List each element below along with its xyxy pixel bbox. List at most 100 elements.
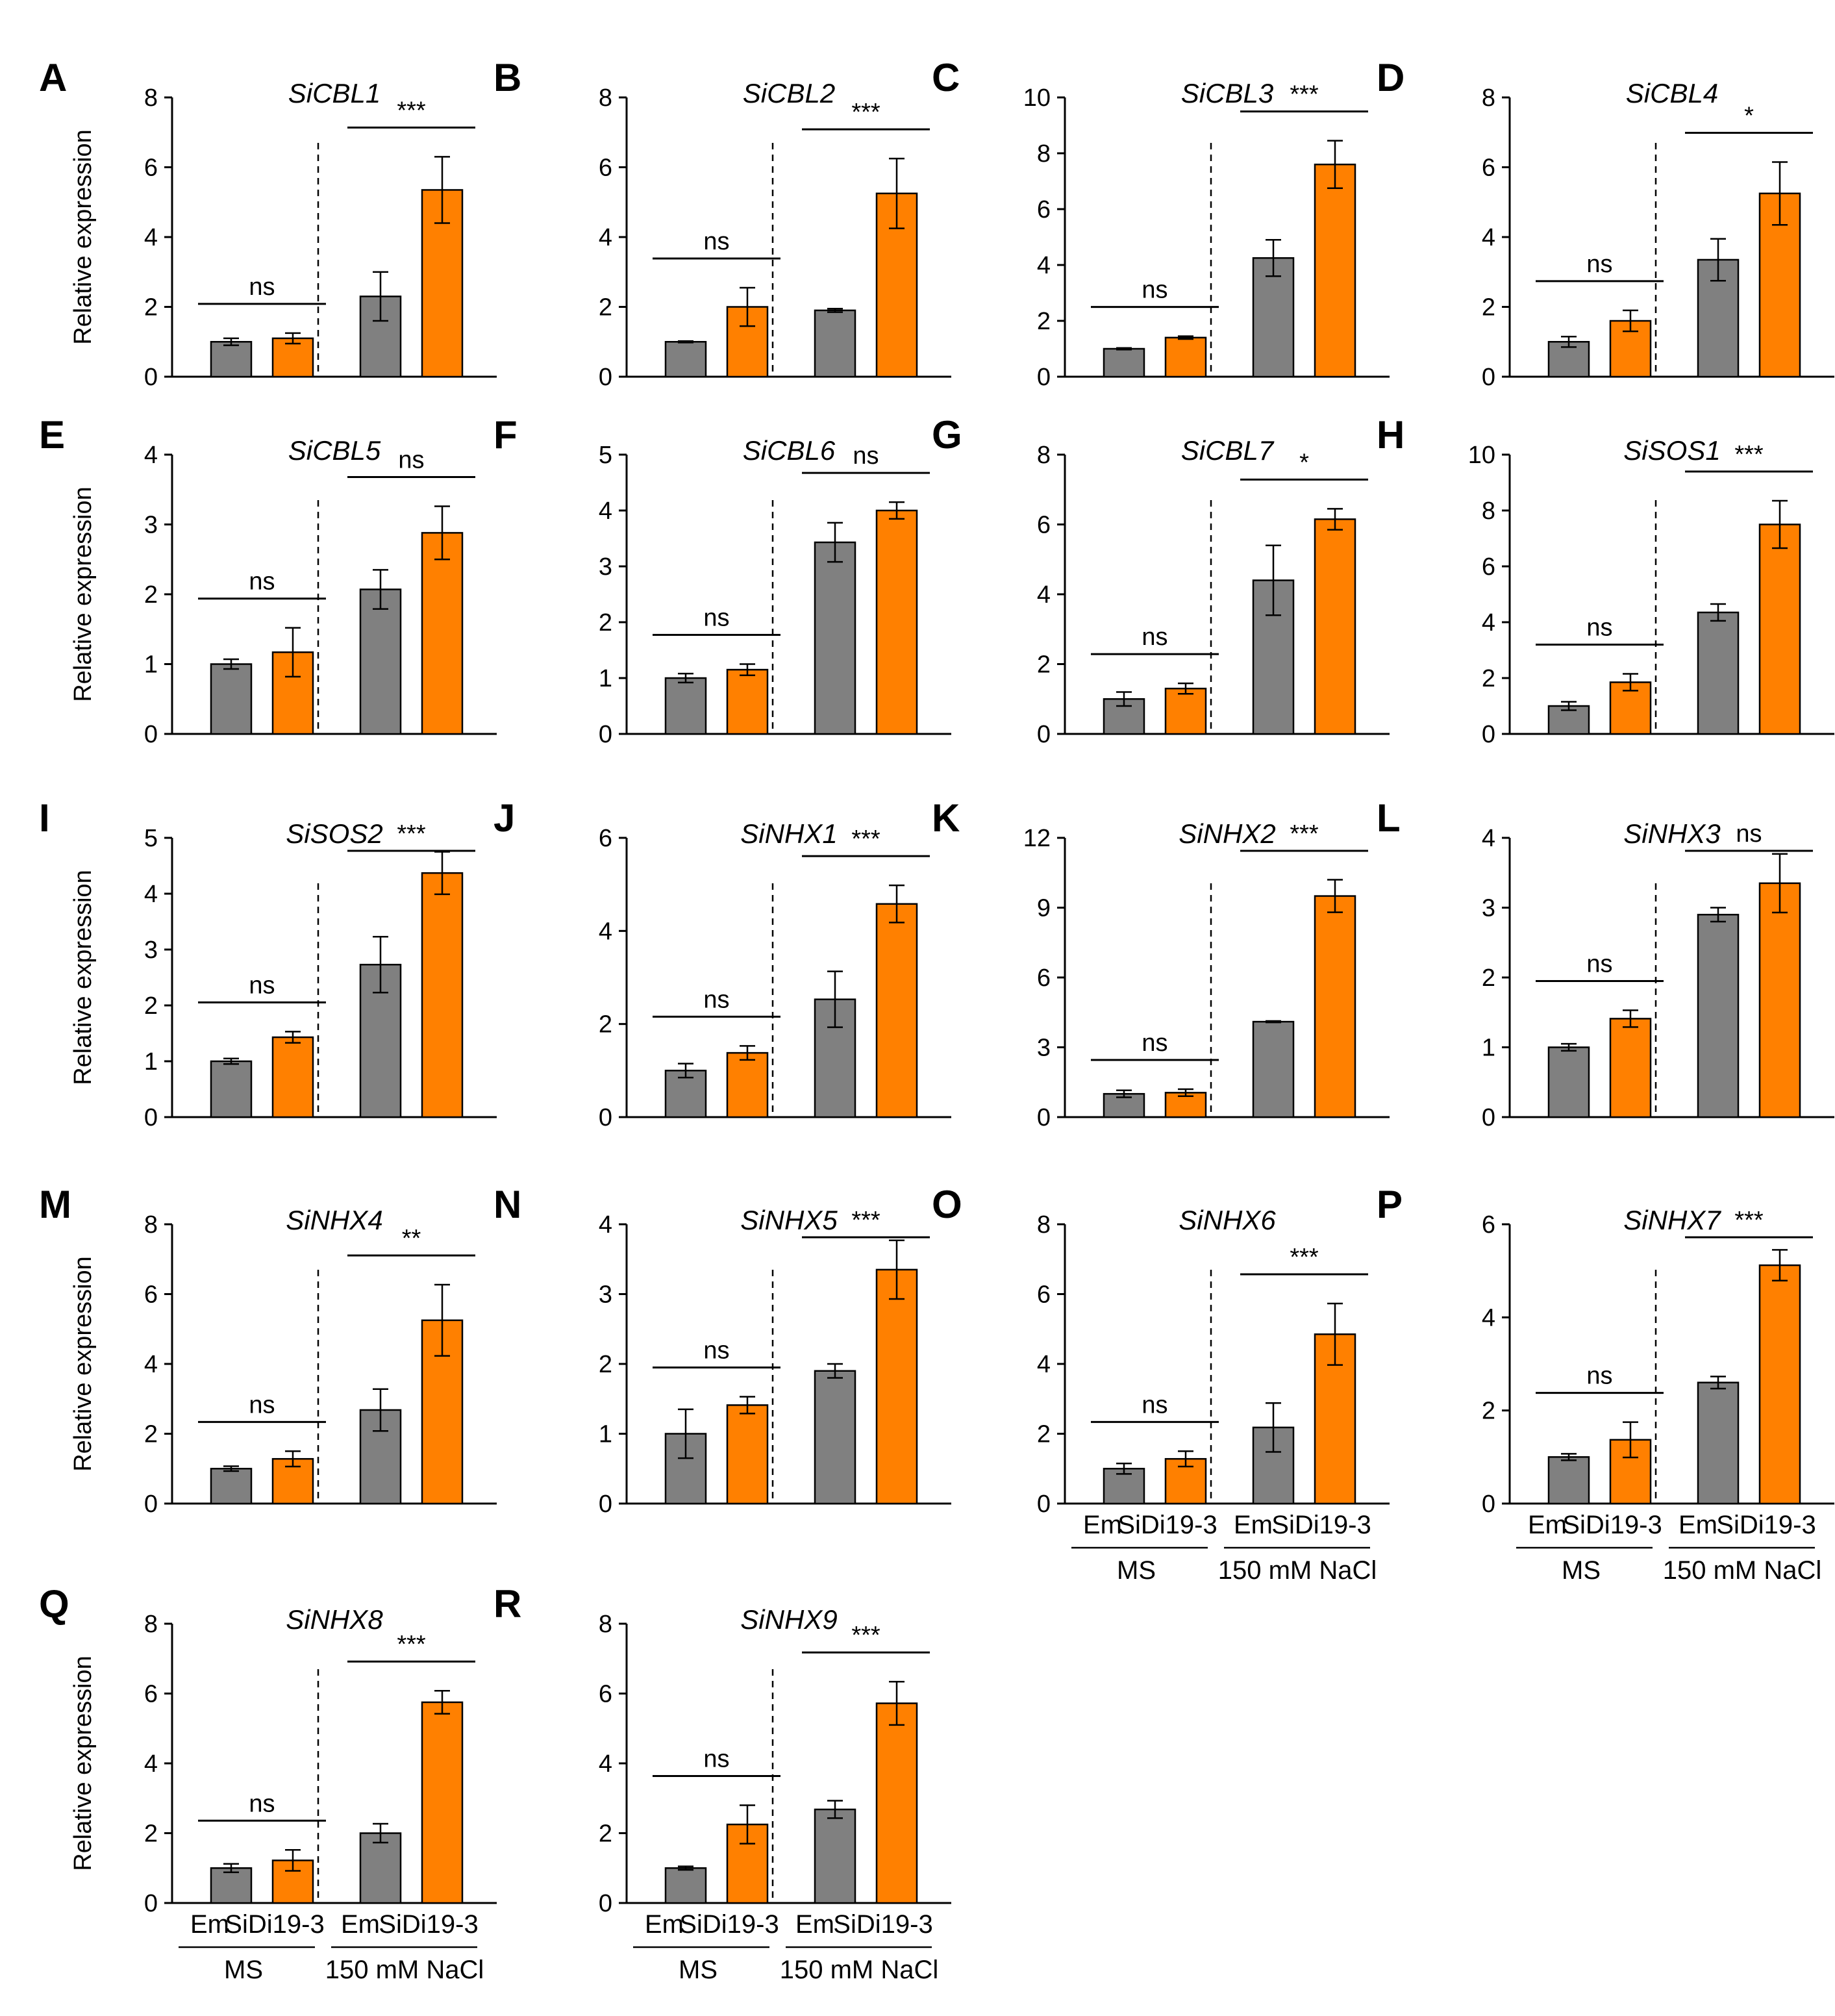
significance-label-a: *** [397, 97, 426, 124]
bar-f-sidi-ms [726, 668, 769, 735]
x-label-sidi-p: SiDi19-3 [1562, 1511, 1662, 1539]
y-tick-label-k: 0 [1037, 1104, 1051, 1131]
group-label-ms-o: MS [1117, 1556, 1156, 1585]
significance-label-l: ns [1586, 951, 1612, 978]
y-tick-label-p: 6 [1482, 1211, 1495, 1239]
gene-title-f: SiCBL6 [743, 435, 836, 466]
x-label-em-r: Em [795, 1910, 834, 1939]
bar-c-em-ms [1103, 347, 1145, 378]
y-tick-label-c: 8 [1037, 140, 1051, 168]
y-tick-label-n: 3 [599, 1281, 612, 1309]
bar-l-em-nacl [1697, 914, 1740, 1118]
significance-label-h: *** [1734, 441, 1764, 468]
significance-label-n: ns [703, 1337, 729, 1365]
y-axis-label-a: Relative expression [69, 129, 97, 345]
y-tick-label-m: 8 [144, 1211, 158, 1239]
bar-k-em-nacl [1252, 1020, 1295, 1118]
y-tick-label-q: 4 [144, 1750, 158, 1778]
y-tick-label-f: 2 [599, 609, 612, 636]
significance-label-b: *** [851, 99, 880, 126]
y-tick-label-f: 0 [599, 721, 612, 748]
panel-letter-j: J [493, 796, 515, 840]
y-tick-label-m: 0 [144, 1491, 158, 1518]
y-tick-label-n: 1 [599, 1421, 612, 1448]
significance-label-d: * [1744, 102, 1754, 129]
x-label-sidi-q: SiDi19-3 [379, 1910, 478, 1939]
bar-r-em-nacl [814, 1808, 856, 1904]
y-tick-label-i: 5 [144, 825, 158, 852]
significance-label-m: ** [402, 1225, 421, 1252]
gene-title-o: SiNHX6 [1179, 1205, 1276, 1235]
y-tick-label-n: 2 [599, 1351, 612, 1378]
significance-label-j: ns [703, 986, 729, 1013]
significance-label-c: ns [1142, 277, 1167, 304]
y-tick-label-d: 6 [1482, 155, 1495, 182]
y-tick-label-q: 8 [144, 1611, 158, 1638]
bar-m-em-ms [210, 1468, 253, 1505]
x-label-sidi-p: SiDi19-3 [1716, 1511, 1816, 1539]
significance-label-b: ns [703, 228, 729, 255]
significance-label-p: ns [1586, 1363, 1612, 1390]
y-tick-label-h: 4 [1482, 609, 1495, 636]
gene-title-j: SiNHX1 [740, 818, 837, 849]
gene-title-g: SiCBL7 [1181, 435, 1275, 466]
bar-q-sidi-nacl [421, 1701, 464, 1904]
y-tick-label-f: 1 [599, 665, 612, 692]
y-tick-label-m: 2 [144, 1421, 158, 1448]
bar-i-em-ms [210, 1060, 253, 1118]
bar-q-em-ms [210, 1867, 253, 1904]
significance-label-j: *** [851, 825, 880, 853]
x-label-em-q: Em [341, 1910, 380, 1939]
significance-label-r: *** [851, 1622, 880, 1649]
y-tick-label-o: 6 [1037, 1281, 1051, 1309]
y-tick-label-l: 1 [1482, 1035, 1495, 1062]
panel-letter-h: H [1377, 413, 1404, 457]
y-tick-label-d: 2 [1482, 294, 1495, 321]
bar-p-em-ms [1547, 1456, 1590, 1505]
gene-title-h: SiSOS1 [1623, 435, 1720, 466]
y-tick-label-e: 4 [144, 442, 158, 469]
y-tick-label-r: 8 [599, 1611, 612, 1638]
y-tick-label-a: 8 [144, 84, 158, 112]
y-axis-label-m: Relative expression [69, 1256, 97, 1472]
y-tick-label-r: 0 [599, 1890, 612, 1917]
gene-title-i: SiSOS2 [286, 818, 382, 849]
bar-r-sidi-nacl [875, 1702, 918, 1904]
significance-label-d: ns [1586, 251, 1612, 278]
gene-title-a: SiCBL1 [288, 78, 381, 108]
x-label-em-p: Em [1528, 1511, 1567, 1539]
significance-label-c: *** [1290, 81, 1319, 108]
panel-letter-i: I [39, 796, 50, 840]
bar-n-sidi-ms [726, 1404, 769, 1505]
panel-letter-c: C [932, 56, 960, 99]
y-tick-label-i: 0 [144, 1104, 158, 1131]
panel-letter-a: A [39, 56, 67, 99]
group-label-nacl-o: 150 mM NaCl [1218, 1556, 1377, 1585]
group-label-ms-r: MS [679, 1956, 718, 1984]
y-tick-label-a: 4 [144, 224, 158, 251]
y-tick-label-m: 4 [144, 1351, 158, 1378]
y-tick-label-k: 3 [1037, 1035, 1051, 1062]
bar-c-sidi-ms [1164, 336, 1207, 378]
x-label-em-o: Em [1234, 1511, 1273, 1539]
bar-g-sidi-ms [1164, 687, 1207, 735]
y-tick-label-i: 3 [144, 937, 158, 964]
bar-n-sidi-nacl [875, 1268, 918, 1505]
group-label-nacl-p: 150 mM NaCl [1663, 1556, 1822, 1585]
significance-label-f: ns [853, 442, 879, 470]
y-tick-label-k: 12 [1023, 825, 1051, 852]
y-tick-label-f: 3 [599, 553, 612, 581]
y-tick-label-i: 1 [144, 1048, 158, 1076]
gene-title-l: SiNHX3 [1623, 818, 1720, 849]
gene-title-k: SiNHX2 [1179, 818, 1275, 849]
y-axis-label-e: Relative expression [69, 486, 97, 702]
significance-label-n: *** [851, 1207, 880, 1234]
x-label-em-o: Em [1083, 1511, 1122, 1539]
y-axis-label-i: Relative expression [69, 870, 97, 1085]
y-tick-label-j: 4 [599, 918, 612, 945]
y-tick-label-p: 2 [1482, 1398, 1495, 1425]
bar-b-em-nacl [814, 309, 856, 378]
panel-letter-r: R [493, 1582, 521, 1626]
bar-q-em-nacl [359, 1832, 402, 1904]
